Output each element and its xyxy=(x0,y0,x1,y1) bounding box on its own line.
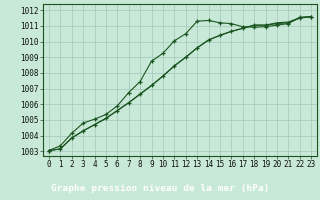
Text: Graphe pression niveau de la mer (hPa): Graphe pression niveau de la mer (hPa) xyxy=(51,184,269,193)
